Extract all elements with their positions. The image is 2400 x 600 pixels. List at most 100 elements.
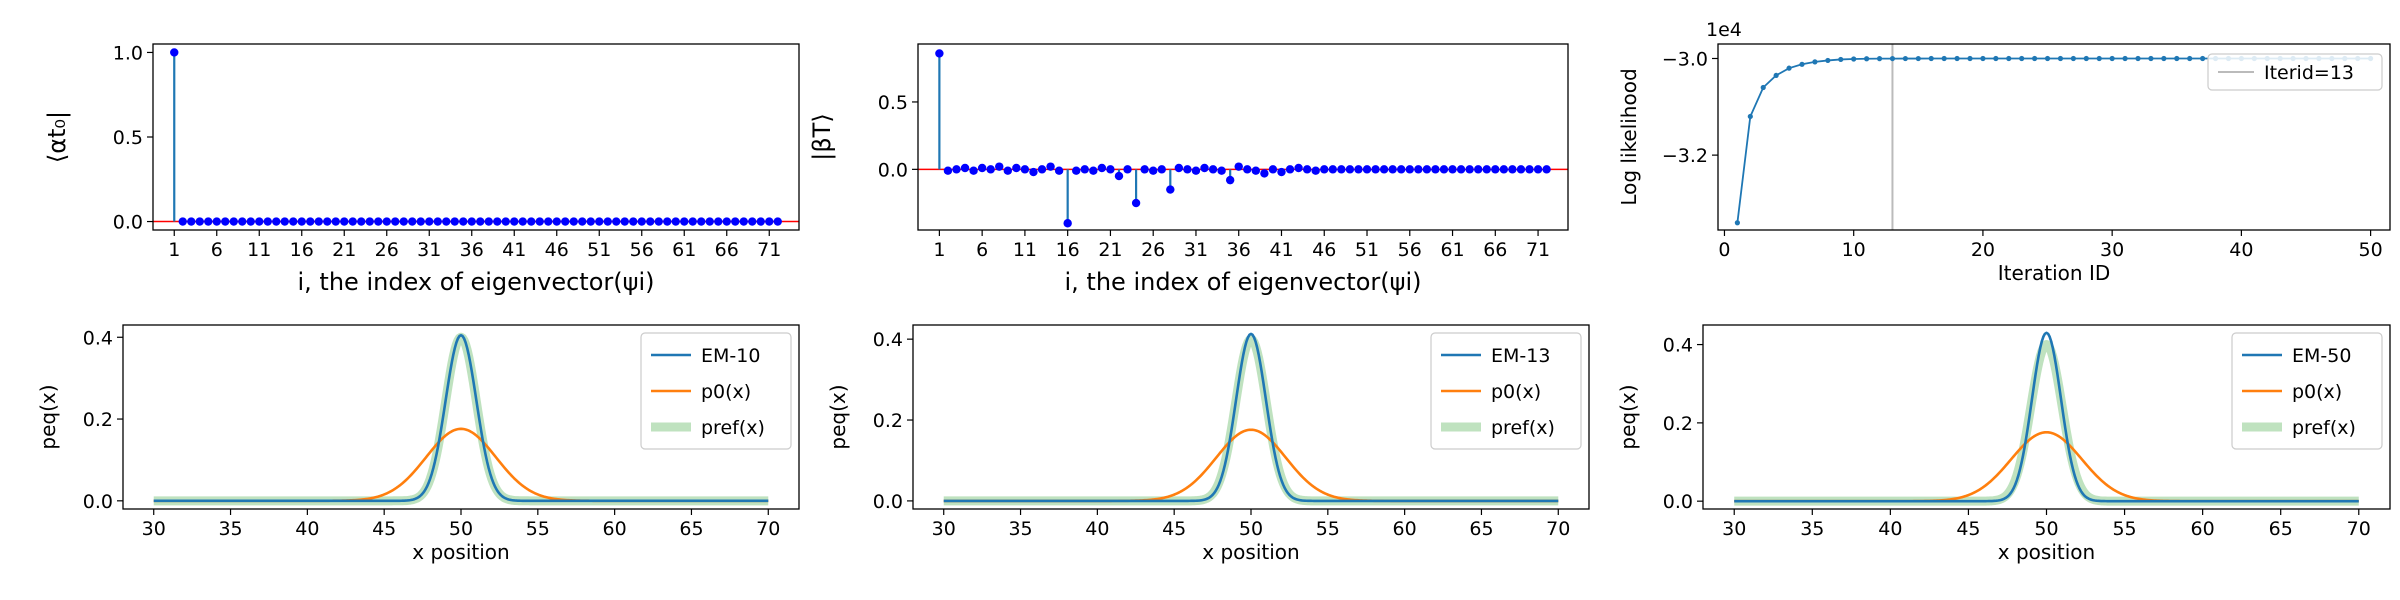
loglik-point xyxy=(2122,55,2128,62)
stem-marker xyxy=(1268,165,1278,174)
x-tick-label: 61 xyxy=(1440,239,1464,261)
legend-label-1: p0(x) xyxy=(1491,381,1541,403)
y-axis-label: |βT⟩ xyxy=(808,113,836,160)
loglik-point xyxy=(1812,59,1818,65)
y-axis-label: peq(x) xyxy=(36,384,60,449)
stem-marker xyxy=(1473,165,1483,174)
stem-marker xyxy=(680,217,689,226)
x-tick-label: 16 xyxy=(290,239,314,261)
x-tick-label: 30 xyxy=(1722,518,1746,540)
stem-marker xyxy=(603,217,612,226)
stem-marker xyxy=(1431,165,1440,174)
stem-marker xyxy=(705,217,714,226)
chart-beta: 1 6 11 16 21 26 31 36 41 46 51 56 61 66 710.00.5i, the… xyxy=(808,43,1569,296)
loglik-point xyxy=(1747,113,1753,120)
stem-marker xyxy=(1191,166,1201,175)
chart-alpha: 1 6 11 16 21 26 31 36 41 46 51 56 61 66 710.00.51.0i, … xyxy=(43,42,800,296)
y-axis-label: ⟨αt₀| xyxy=(43,111,71,163)
stem-marker xyxy=(1200,163,1209,173)
x-tick-label: 50 xyxy=(449,518,473,540)
x-tick-label: 70 xyxy=(2347,518,2371,540)
stem-marker xyxy=(773,217,782,226)
x-tick-label: 26 xyxy=(375,239,399,261)
series-line-0 xyxy=(1734,331,2359,503)
stem-marker xyxy=(476,217,485,226)
loglik-point xyxy=(2044,55,2051,62)
stem-marker xyxy=(493,217,502,226)
legend-label-0: EM-13 xyxy=(1491,345,1550,367)
stem-marker xyxy=(952,165,961,174)
stem-marker xyxy=(408,217,417,226)
legend-label-2: pref(x) xyxy=(1491,417,1555,439)
stem-marker xyxy=(1448,165,1457,174)
y-tick-label: −3.0 xyxy=(1662,48,1708,70)
stem-marker xyxy=(629,217,638,226)
stem-marker xyxy=(1499,165,1509,174)
x-tick-label: 6 xyxy=(976,239,988,261)
loglik-point xyxy=(2109,55,2115,62)
stem-marker xyxy=(1114,171,1124,181)
stem-marker xyxy=(671,217,680,226)
loglik-point xyxy=(2083,55,2089,62)
x-tick-label: 40 xyxy=(1878,518,1902,540)
stem-marker xyxy=(1362,165,1372,174)
legend-box xyxy=(640,332,792,450)
stem-marker xyxy=(1414,165,1423,174)
plot-area xyxy=(150,332,772,506)
stem-marker xyxy=(1072,166,1081,175)
legend-label-1: p0(x) xyxy=(701,381,751,403)
stem-marker xyxy=(229,217,238,226)
stem-marker xyxy=(1080,165,1089,174)
stem-marker xyxy=(1251,166,1261,175)
x-tick-label: 66 xyxy=(715,239,739,261)
y-tick-label: 0.5 xyxy=(878,92,908,114)
loglik-point xyxy=(1760,84,1766,91)
x-tick-label: 50 xyxy=(2359,239,2383,261)
stem-marker xyxy=(1183,165,1192,174)
x-tick-label: 35 xyxy=(1008,518,1032,540)
stem-marker xyxy=(1397,165,1406,174)
stem-marker xyxy=(1063,219,1072,228)
loglik-point xyxy=(2096,55,2102,62)
legend-label-1: p0(x) xyxy=(2292,381,2342,403)
legend-box xyxy=(1430,332,1582,450)
stem-marker xyxy=(1003,166,1013,175)
stem-marker xyxy=(1422,165,1432,174)
stem-marker xyxy=(960,163,970,173)
stem-marker xyxy=(1046,162,1055,171)
stem-marker xyxy=(995,162,1004,171)
stem-marker xyxy=(714,217,723,226)
chart-loglik: 0 10 20 30 40 50 −3.2 −3.0 1e4 Iterid=13 Iteration… xyxy=(1617,19,2391,285)
stem-marker xyxy=(969,166,978,175)
x-tick-label: 40 xyxy=(295,518,319,540)
y-tick-label: 0.0 xyxy=(873,491,903,513)
stem-marker xyxy=(561,217,570,226)
x-tick-label: 30 xyxy=(932,518,956,540)
x-tick-label: 20 xyxy=(1971,239,1995,261)
x-tick-label: 11 xyxy=(247,239,271,261)
stem-marker xyxy=(1174,163,1184,173)
stem-marker xyxy=(272,217,281,226)
stem-marker xyxy=(1294,163,1303,173)
loglik-point xyxy=(1993,55,1999,62)
stem-marker xyxy=(1285,165,1295,174)
stem-marker xyxy=(450,217,459,226)
x-tick-label: 30 xyxy=(142,518,166,540)
stem-marker xyxy=(289,217,298,226)
axes-frame xyxy=(912,324,1590,510)
stem-marker xyxy=(382,217,391,226)
stem-marker xyxy=(765,217,774,226)
loglik-point xyxy=(2057,55,2064,62)
stem-marker xyxy=(1123,165,1132,174)
axes-frame xyxy=(917,43,1569,231)
loglik-point xyxy=(2070,55,2076,62)
stem-marker xyxy=(459,217,468,226)
stem-marker xyxy=(1029,167,1038,177)
stem-marker xyxy=(357,217,366,226)
x-tick-label: 40 xyxy=(2229,239,2253,261)
x-tick-label: 56 xyxy=(1398,239,1422,261)
stem-marker xyxy=(1328,165,1338,174)
x-tick-label: 55 xyxy=(2112,518,2136,540)
stem-marker xyxy=(1140,165,1149,174)
stem-marker xyxy=(1157,165,1166,174)
